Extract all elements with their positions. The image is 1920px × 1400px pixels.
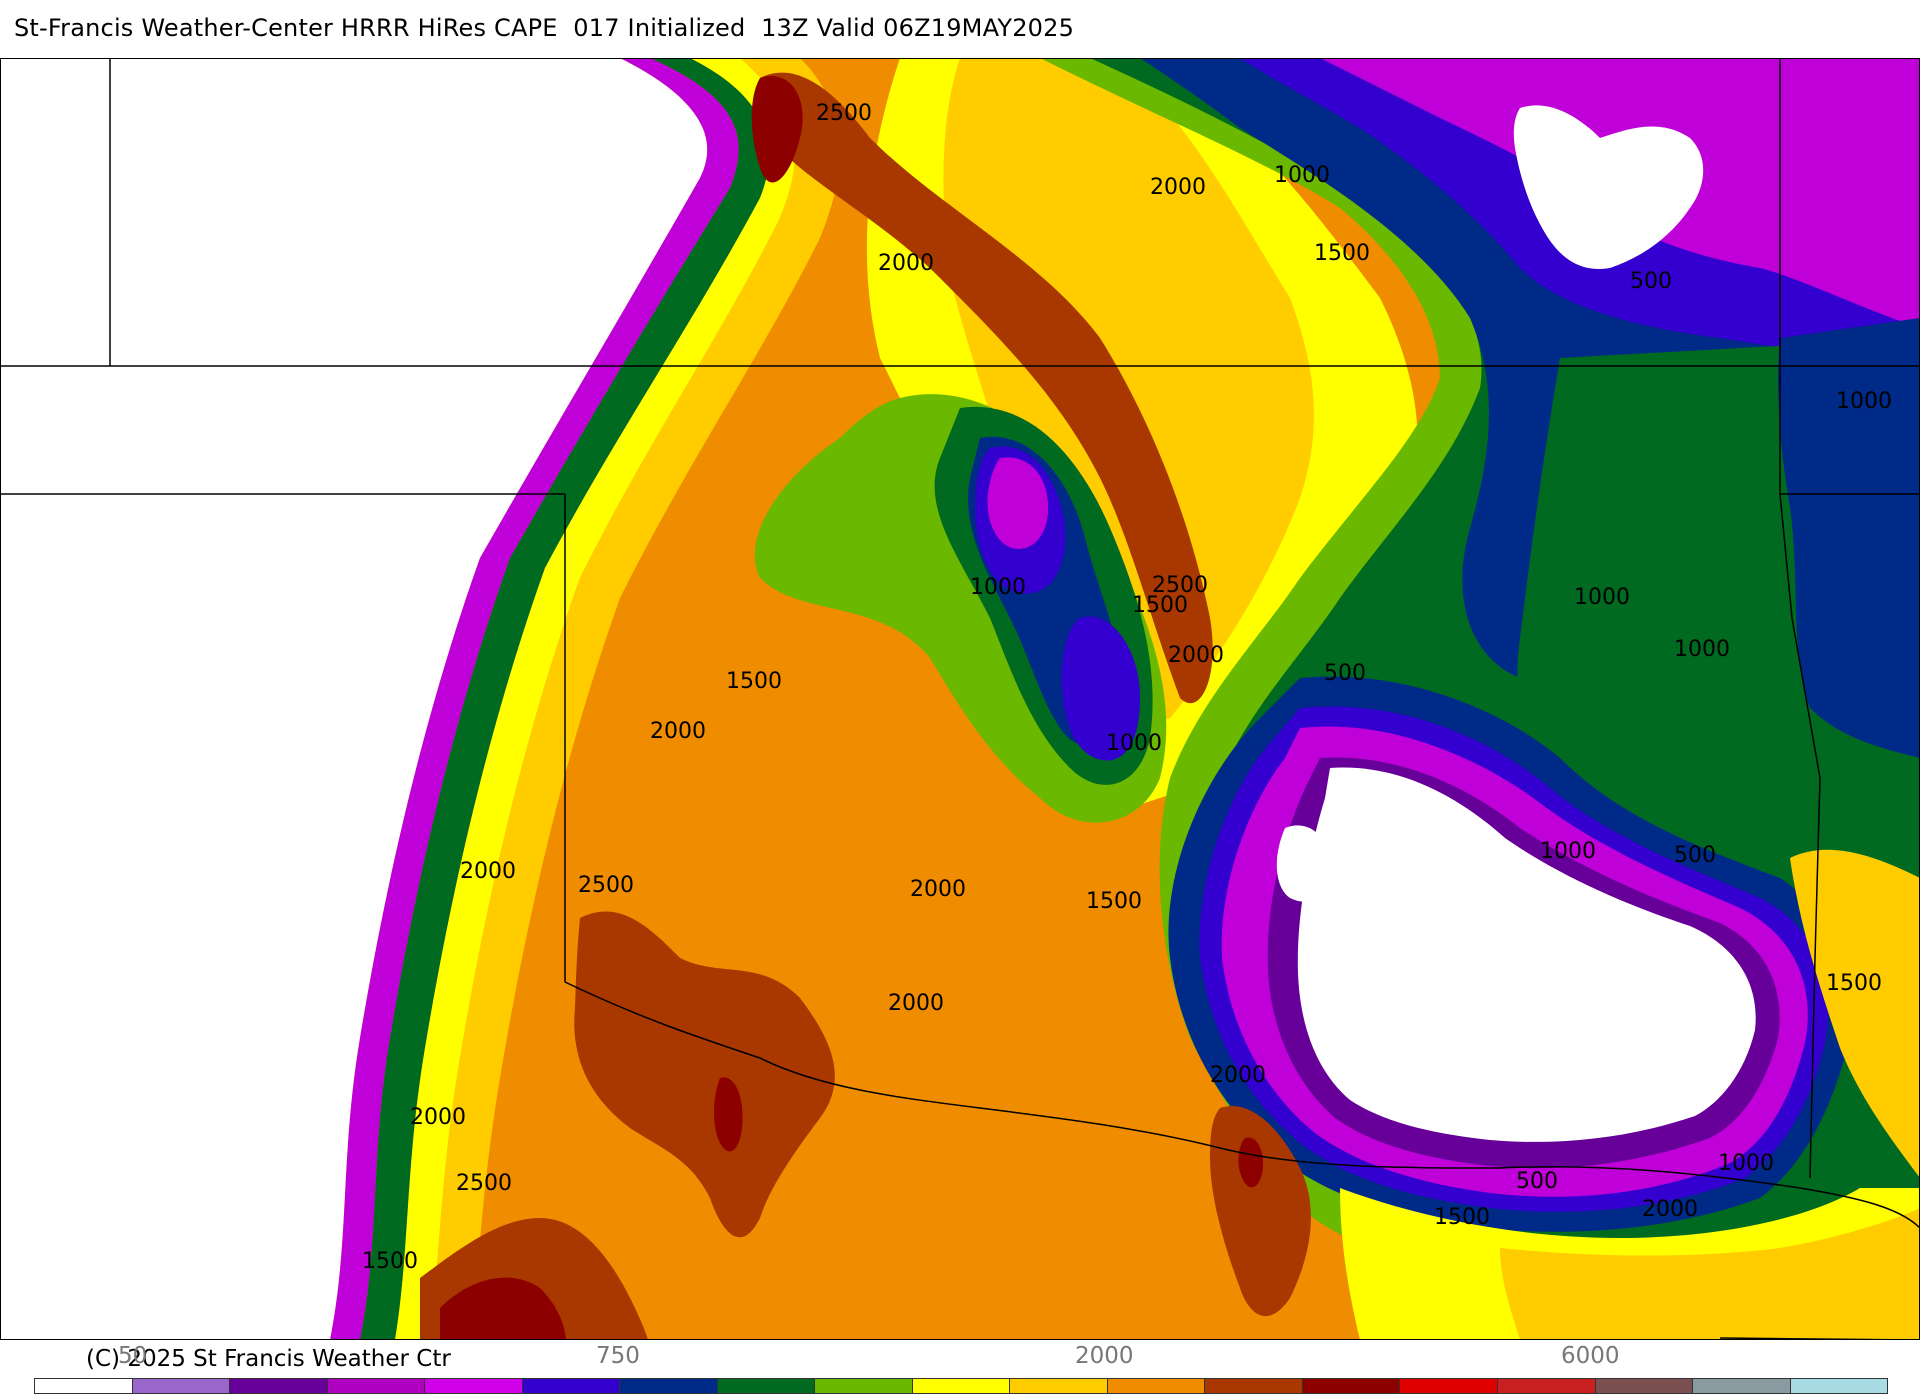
scale-swatch bbox=[1010, 1379, 1108, 1393]
contour-label: 2500 bbox=[456, 1171, 512, 1196]
scale-swatch bbox=[327, 1379, 426, 1393]
contour-label: 1000 bbox=[1274, 163, 1330, 188]
contour-label: 2000 bbox=[910, 877, 966, 902]
contour-label: 1000 bbox=[1574, 585, 1630, 610]
color-scale-bar bbox=[34, 1378, 1888, 1394]
contour-label: 2000 bbox=[1150, 175, 1206, 200]
scale-swatch bbox=[1790, 1379, 1888, 1393]
field-maroon-sw bbox=[440, 1277, 566, 1340]
scale-swatch bbox=[132, 1379, 231, 1393]
field-brown-streak bbox=[760, 72, 1213, 704]
map-title: St-Francis Weather-Center HRRR HiRes CAP… bbox=[14, 14, 1075, 42]
contour-label: 2000 bbox=[1168, 643, 1224, 668]
contour-label: 2000 bbox=[878, 251, 934, 276]
contour-label: 1000 bbox=[1836, 389, 1892, 414]
field-maroon-se bbox=[1238, 1137, 1264, 1188]
contour-label: 1000 bbox=[1674, 637, 1730, 662]
scale-swatch bbox=[425, 1379, 523, 1393]
scale-tick-label: 50 bbox=[118, 1343, 148, 1369]
contour-label: 1000 bbox=[1718, 1151, 1774, 1176]
contour-label: 1500 bbox=[362, 1249, 418, 1274]
contour-label: 500 bbox=[1516, 1169, 1558, 1194]
field-brown-south bbox=[574, 911, 835, 1238]
band-green-coast bbox=[360, 58, 769, 1340]
contour-label: 500 bbox=[1324, 661, 1366, 686]
contour-label: 1500 bbox=[1314, 241, 1370, 266]
field-white-west bbox=[0, 58, 708, 1340]
contour-label: 2000 bbox=[888, 991, 944, 1016]
scale-swatch bbox=[1497, 1379, 1596, 1393]
copyright-text: (C) 2025 St Francis Weather Ctr bbox=[86, 1346, 451, 1372]
scale-swatch bbox=[1595, 1379, 1694, 1393]
field-maroon-north bbox=[751, 76, 803, 183]
contour-label: 2500 bbox=[816, 101, 872, 126]
contour-label: 2000 bbox=[1642, 1197, 1698, 1222]
scale-swatch bbox=[1400, 1379, 1498, 1393]
contour-label: 500 bbox=[1674, 843, 1716, 868]
scale-swatch bbox=[620, 1379, 718, 1393]
contour-label: 2500 bbox=[1152, 573, 1208, 598]
contour-label: 1000 bbox=[970, 575, 1026, 600]
contour-label: 1000 bbox=[1540, 839, 1596, 864]
contour-label: 2000 bbox=[460, 859, 516, 884]
contour-label: 1500 bbox=[1434, 1205, 1490, 1230]
field-magenta-central bbox=[987, 457, 1049, 549]
band-gold-coast bbox=[430, 58, 840, 1340]
scale-swatch bbox=[1205, 1379, 1303, 1393]
scale-swatch bbox=[35, 1379, 133, 1393]
contour-label: 2000 bbox=[650, 719, 706, 744]
contour-label: 1500 bbox=[1132, 593, 1188, 618]
field-navy-east bbox=[1778, 318, 1920, 758]
field-gold-east bbox=[1790, 849, 1920, 1178]
scale-swatch bbox=[815, 1379, 913, 1393]
field-white-se bbox=[1276, 767, 1756, 1142]
field-gold-south bbox=[1500, 1208, 1920, 1340]
field-violet-central2 bbox=[1061, 616, 1140, 761]
contour-label: 1500 bbox=[1826, 971, 1882, 996]
contour-label: 2000 bbox=[410, 1105, 466, 1130]
field-brown-se bbox=[1210, 1106, 1311, 1317]
contour-labels: 2500 2000 2000 1000 1500 500 1000 1000 2… bbox=[362, 101, 1892, 1274]
contour-label: 2500 bbox=[578, 873, 634, 898]
contour-label: 2000 bbox=[1210, 1063, 1266, 1088]
scale-swatch bbox=[1693, 1379, 1791, 1393]
scale-swatch bbox=[912, 1379, 1011, 1393]
scale-tick-label: 2000 bbox=[1075, 1343, 1134, 1369]
scale-tick-label: 6000 bbox=[1561, 1343, 1620, 1369]
band-yellow-coast bbox=[395, 58, 795, 1340]
scale-swatch bbox=[1107, 1379, 1206, 1393]
contour-label: 1500 bbox=[1086, 889, 1142, 914]
scale-tick-label: 750 bbox=[596, 1343, 640, 1369]
scale-swatch bbox=[230, 1379, 328, 1393]
scale-swatch bbox=[1302, 1379, 1401, 1393]
band-magenta-coast bbox=[330, 58, 739, 1340]
contour-label: 1000 bbox=[1106, 731, 1162, 756]
field-maroon-south bbox=[714, 1077, 743, 1152]
cape-map: 2500 2000 2000 1000 1500 500 1000 1000 2… bbox=[0, 58, 1920, 1340]
contour-label: 500 bbox=[1630, 269, 1672, 294]
field-white-ne bbox=[1513, 105, 1704, 269]
scale-swatch bbox=[717, 1379, 816, 1393]
contour-label: 1500 bbox=[726, 669, 782, 694]
scale-swatch bbox=[522, 1379, 621, 1393]
